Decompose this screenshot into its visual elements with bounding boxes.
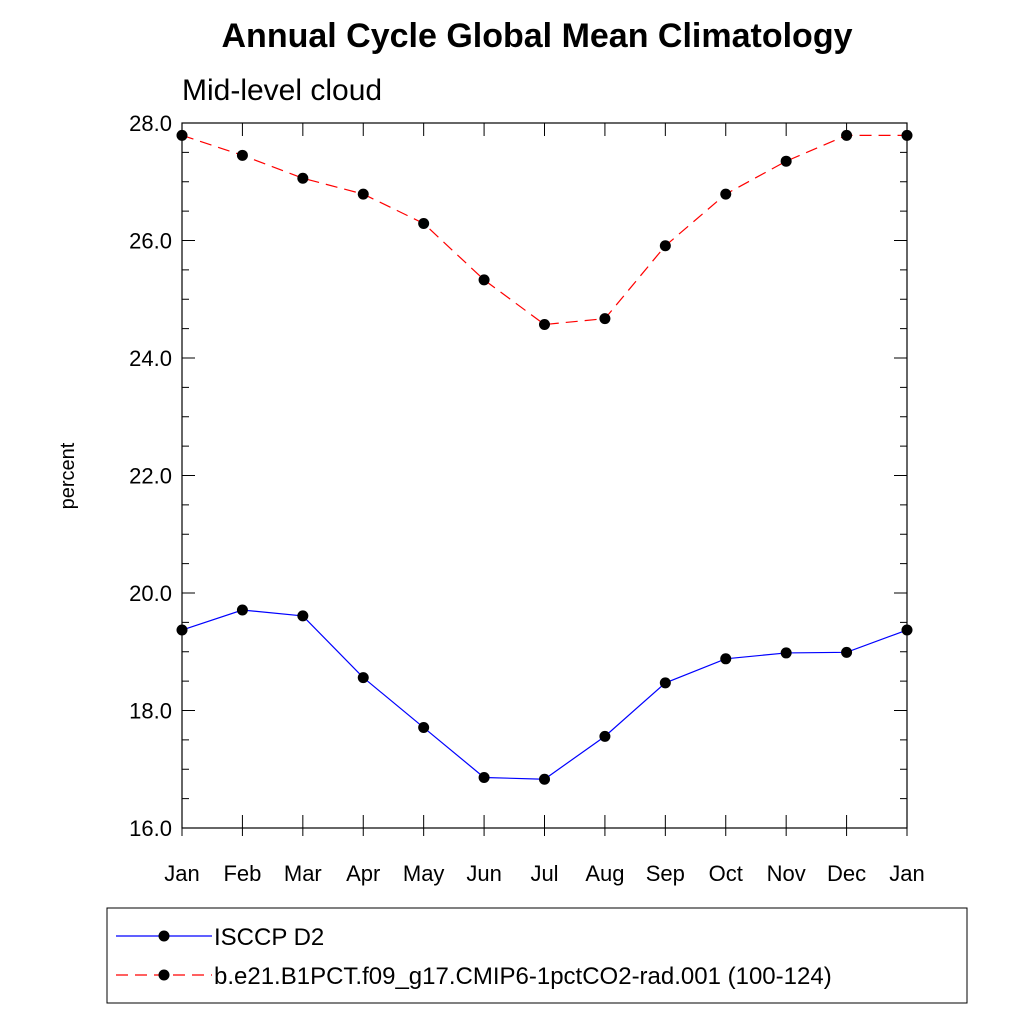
data-point [659, 240, 671, 252]
legend-entry-0: ISCCP D2 [116, 924, 324, 951]
x-tick-label: Oct [709, 861, 743, 886]
data-point [599, 730, 611, 742]
data-point [780, 155, 792, 167]
data-point [720, 188, 732, 200]
x-tick-label: Mar [284, 861, 322, 886]
y-axis-label: percent [57, 442, 79, 509]
y-tick-label: 26.0 [129, 229, 172, 254]
x-tick-label: Jan [889, 861, 924, 886]
data-series [176, 129, 913, 785]
data-point [478, 274, 490, 286]
data-point [539, 773, 550, 785]
y-tick-label: 22.0 [129, 464, 172, 489]
x-tick-label: Sep [646, 861, 685, 886]
x-tick-label: Nov [767, 861, 806, 886]
legend-marker [158, 930, 170, 942]
data-point [901, 624, 913, 636]
x-tick-label: Feb [223, 861, 261, 886]
data-point [357, 672, 369, 684]
x-tick-label: Aug [585, 861, 624, 886]
data-point [236, 149, 248, 161]
legend-marker [158, 969, 170, 981]
data-point [841, 646, 853, 658]
x-tick-label: Jul [530, 861, 558, 886]
axis-ticks: 16.0 18.0 20.0 22.0 24.0 26.0 28.0 Jan Feb Mar Apr… [129, 111, 925, 886]
data-point [418, 217, 430, 229]
y-tick-label: 20.0 [129, 581, 172, 606]
series-line [181, 609, 908, 780]
data-point [659, 677, 671, 689]
x-tick-label: Jan [164, 861, 199, 886]
y-tick-label: 24.0 [129, 346, 172, 371]
x-tick-label: Dec [827, 861, 866, 886]
chart-subtitle: Mid-level cloud [182, 74, 382, 107]
data-point [297, 172, 309, 184]
legend-entries: ISCCP D2 b.e21.B1PCT.f09_g17.CMIP6-1pctCO… [116, 924, 832, 990]
data-point [297, 610, 309, 622]
data-point [418, 722, 430, 734]
legend-entry-1: b.e21.B1PCT.f09_g17.CMIP6-1pctCO2-rad.00… [116, 963, 832, 990]
y-tick-label: 16.0 [129, 816, 172, 841]
legend-box [106, 907, 968, 1004]
data-point [720, 653, 732, 665]
x-tick-label: May [403, 861, 445, 886]
data-point [901, 129, 913, 141]
series-0 [176, 604, 913, 785]
legend-label: b.e21.B1PCT.f09_g17.CMIP6-1pctCO2-rad.00… [214, 963, 832, 990]
series-1 [176, 129, 913, 331]
y-tick-label: 18.0 [129, 699, 172, 724]
data-point [841, 129, 853, 141]
data-point [539, 319, 550, 331]
data-point [478, 771, 490, 783]
chart-title: Annual Cycle Global Mean Climatology [222, 17, 853, 55]
plot-frame [181, 122, 908, 829]
legend: ISCCP D2 b.e21.B1PCT.f09_g17.CMIP6-1pctCO… [106, 907, 968, 1004]
x-tick-label: Apr [346, 861, 380, 886]
data-point [357, 188, 369, 200]
data-point [599, 313, 611, 325]
data-point [236, 604, 248, 616]
legend-label: ISCCP D2 [214, 924, 324, 951]
data-point [176, 129, 188, 141]
data-point [780, 647, 792, 659]
series-line [181, 134, 907, 326]
data-point [176, 624, 188, 636]
y-tick-label: 28.0 [129, 111, 172, 136]
x-tick-label: Jun [466, 861, 501, 886]
